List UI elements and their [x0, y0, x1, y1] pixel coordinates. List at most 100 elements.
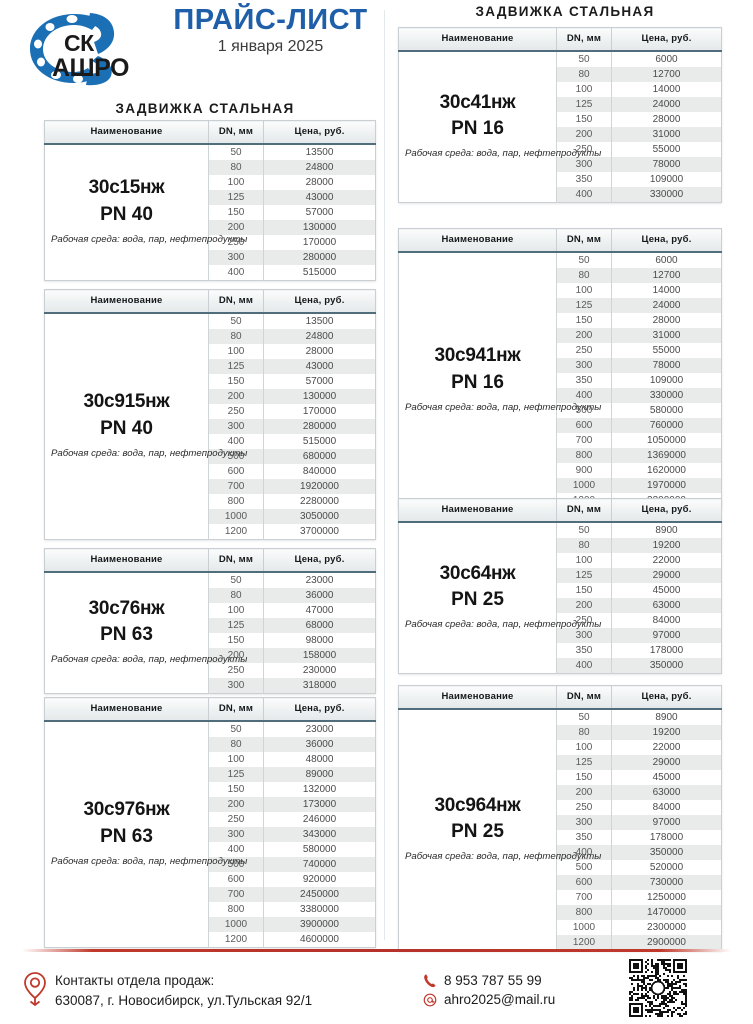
cell-dn: 350 [556, 829, 612, 845]
table-row: 300 343000 [45, 826, 376, 842]
cell-price: 14000 [611, 81, 722, 97]
working-medium-note: Рабочая среда: вода, пар, нефтепродукты [51, 654, 248, 666]
table-row: 300 280000 [45, 249, 376, 265]
cell-dn: 300 [208, 418, 264, 434]
product-model: 30с941нж [434, 345, 521, 367]
working-medium-note: Рабочая среда: вода, пар, нефтепродукты [51, 855, 248, 867]
cell-dn: 200 [556, 126, 612, 142]
cell-dn: 500 [208, 856, 264, 872]
table-row: 800 2280000 [45, 493, 376, 509]
cell-dn: 600 [208, 463, 264, 479]
column-header-name: Наименование [44, 548, 209, 573]
cell-price: 740000 [263, 856, 376, 872]
cell-price: 3700000 [263, 523, 376, 539]
price-table: Наименование DN, мм Цена, руб. 30с41нж PN 16… [398, 27, 722, 203]
table-header-row: Наименование DN, мм Цена, руб. [44, 548, 376, 573]
column-header-name: Наименование [398, 685, 557, 710]
cell-price: 97000 [611, 627, 722, 643]
cell-price: 23000 [263, 720, 376, 737]
table-row: 200 63000 [399, 784, 722, 800]
product-name-cell: 30с64нж PN 25 Рабочая среда: вода, пар, не… [398, 521, 601, 673]
cell-price: 43000 [263, 358, 376, 374]
cell-price: 515000 [263, 433, 376, 449]
cell-price: 24000 [611, 96, 722, 112]
table-row: 1200 3700000 [45, 523, 376, 539]
cell-price: 730000 [611, 874, 722, 890]
cell-dn: 400 [208, 841, 264, 857]
cell-dn: 800 [556, 447, 612, 463]
page-title: ПРАЙС-ЛИСТ [173, 4, 368, 36]
table-row: 150 57000 [45, 373, 376, 389]
company-logo: СК АШРО [12, 6, 152, 88]
cell-dn: 500 [556, 402, 612, 418]
cell-dn: 150 [556, 312, 612, 328]
table-row: 500 740000 [45, 856, 376, 872]
column-header-dn: DN, мм [556, 27, 612, 52]
table-row: 600 920000 [45, 871, 376, 887]
section-title-left: ЗАДВИЖКА СТАЛЬНАЯ [115, 101, 295, 116]
cell-dn: 125 [208, 766, 264, 782]
working-medium-note: Рабочая среда: вода, пар, нефтепродукты [405, 148, 602, 160]
email-row[interactable]: ahro2025@mail.ru [423, 990, 623, 1009]
table-row: 30с76нж PN 63 Рабочая среда: вода, пар, не… [44, 571, 376, 693]
table-row: 125 43000 [45, 358, 376, 374]
table-row: 400 330000 [399, 387, 722, 403]
cell-price: 2280000 [263, 493, 376, 509]
column-header-name: Наименование [398, 498, 557, 523]
table-header-row: Наименование DN, мм Цена, руб. [44, 697, 376, 722]
table-row: 800 1470000 [399, 904, 722, 920]
cell-price: 109000 [611, 171, 722, 187]
cell-price: 318000 [263, 677, 376, 693]
cell-price: 57000 [263, 373, 376, 389]
table-row: 400 350000 [399, 657, 722, 673]
cell-price: 13500 [263, 312, 376, 329]
cell-price: 97000 [611, 814, 722, 830]
cell-price: 4600000 [263, 931, 376, 947]
product-pressure-rating: PN 16 [451, 371, 504, 393]
cell-price: 3380000 [263, 901, 376, 917]
table-row: 150 28000 [399, 312, 722, 328]
cell-dn: 100 [208, 751, 264, 767]
table-row: 80 12700 [399, 66, 722, 82]
cell-dn: 125 [556, 754, 612, 770]
phone-row[interactable]: 8 953 787 55 99 [423, 971, 623, 990]
table-row: 30с64нж PN 25 Рабочая среда: вода, пар, не… [398, 521, 722, 673]
working-medium-note: Рабочая среда: вода, пар, нефтепродукты [405, 851, 602, 863]
cell-dn: 300 [556, 627, 612, 643]
cell-dn: 700 [556, 889, 612, 905]
table-row: 300 280000 [45, 418, 376, 434]
table-row: 250 55000 [399, 342, 722, 358]
cell-dn: 80 [208, 328, 264, 344]
cell-dn: 125 [556, 96, 612, 112]
cell-dn: 50 [208, 571, 264, 588]
table-row: 200 130000 [45, 219, 376, 235]
table-row: 700 1050000 [399, 432, 722, 448]
cell-dn: 1200 [556, 934, 612, 950]
table-row: 80 19200 [399, 537, 722, 553]
cell-dn: 500 [556, 859, 612, 875]
cell-price: 24800 [263, 328, 376, 344]
cell-dn: 400 [208, 433, 264, 449]
product-model: 30с76нж [88, 597, 165, 619]
cell-price: 29000 [611, 754, 722, 770]
cell-dn: 200 [556, 327, 612, 343]
cell-dn: 125 [208, 617, 264, 633]
cell-price: 109000 [611, 372, 722, 388]
product-pressure-rating: PN 63 [100, 624, 153, 646]
qr-code[interactable] [629, 959, 687, 1022]
cell-price: 1470000 [611, 904, 722, 920]
table-row: 250 170000 [45, 234, 376, 250]
logo-text-ahro: АШРО [52, 54, 129, 82]
address-text: 630087, г. Новосибирск, ул.Тульская 92/1 [55, 992, 313, 1008]
cell-price: 1369000 [611, 447, 722, 463]
cell-dn: 50 [556, 521, 612, 538]
table-row: 200 31000 [399, 126, 722, 142]
table-row: 80 12700 [399, 267, 722, 283]
cell-price: 13500 [263, 143, 376, 160]
cell-price: 19200 [611, 537, 722, 553]
cell-price: 55000 [611, 342, 722, 358]
table-row: 250 170000 [45, 403, 376, 419]
cell-dn: 80 [208, 736, 264, 752]
cell-dn: 250 [208, 234, 264, 250]
price-date: 1 января 2025 [217, 38, 324, 55]
